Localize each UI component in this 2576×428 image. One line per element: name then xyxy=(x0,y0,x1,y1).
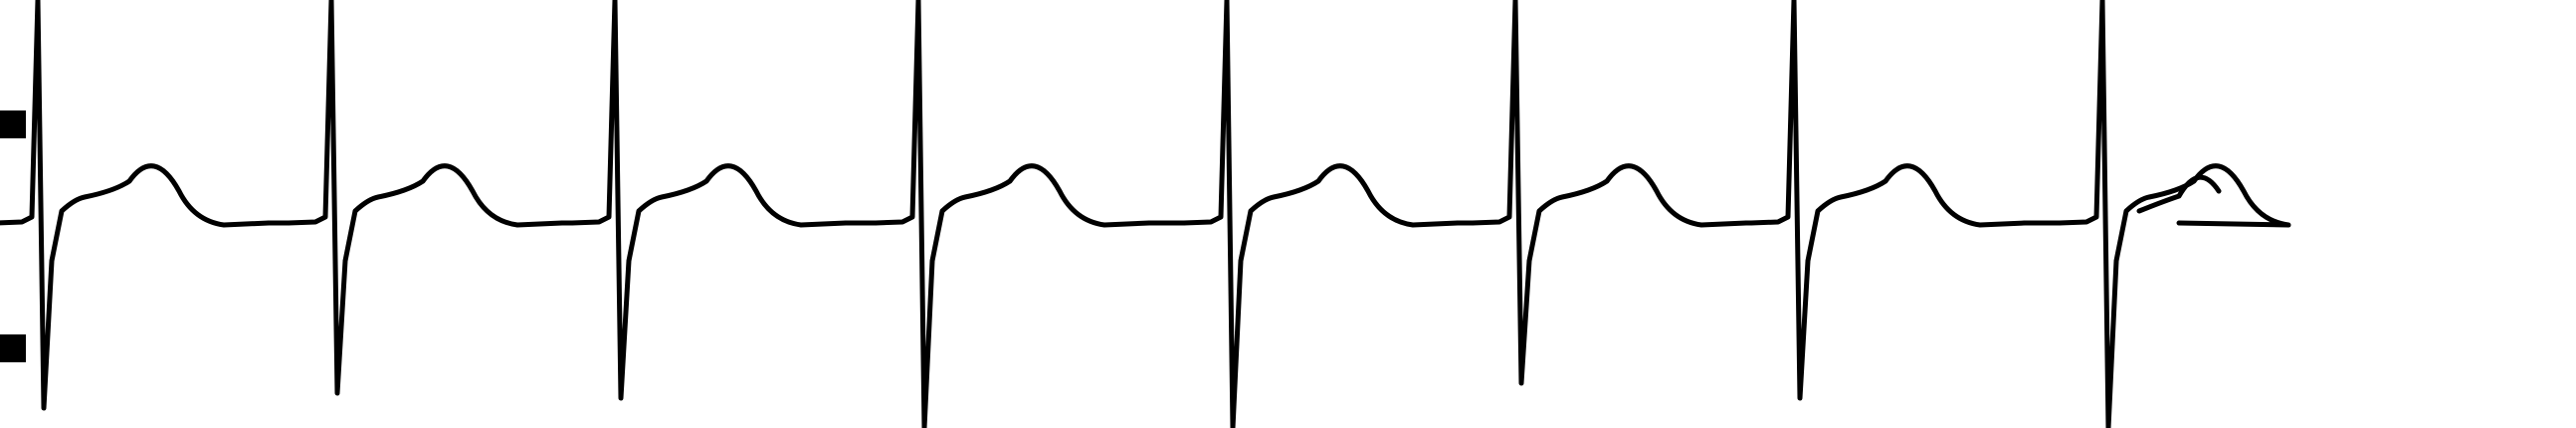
ecg-beat-4 xyxy=(873,0,1152,428)
markers-layer xyxy=(0,110,26,362)
ecg-beat-3 xyxy=(569,0,849,401)
ecg-beat-5 xyxy=(1181,0,1461,428)
ecg-beat-6 xyxy=(1470,0,1749,386)
beats-layer xyxy=(0,0,2291,428)
ecg-beat-7 xyxy=(1748,0,2028,401)
ecg-beat-2 xyxy=(286,0,565,396)
ecg-beat-1 xyxy=(0,0,272,411)
calibration-marker xyxy=(0,110,26,138)
calibration-marker xyxy=(0,334,26,362)
ecg-trailing-wave xyxy=(2136,174,2222,214)
